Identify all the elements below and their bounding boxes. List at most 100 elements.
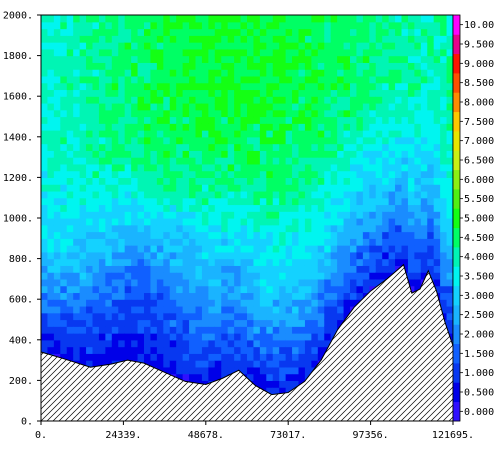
contour-cell	[86, 62, 94, 70]
contour-cell	[330, 292, 338, 300]
contour-cell	[317, 231, 325, 239]
contour-cell	[247, 258, 255, 266]
contour-cell	[137, 305, 145, 314]
contour-cell	[53, 292, 61, 300]
contour-cell	[298, 265, 306, 273]
contour-cell	[118, 136, 126, 145]
contour-cell	[98, 150, 106, 158]
contour-cell	[60, 102, 68, 111]
contour-cell	[105, 190, 113, 199]
contour-cell	[118, 258, 126, 266]
contour-cell	[337, 96, 345, 104]
contour-cell	[53, 272, 61, 280]
contour-cell	[279, 292, 287, 300]
contour-cell	[53, 55, 61, 63]
contour-cell	[433, 150, 441, 158]
contour-cell	[111, 157, 119, 165]
contour-cell	[247, 333, 255, 341]
contour-cell	[150, 265, 158, 273]
contour-cell	[79, 89, 87, 97]
contour-cell	[375, 190, 383, 199]
contour-cell	[60, 305, 68, 314]
contour-cell	[279, 360, 287, 368]
contour-cell	[337, 278, 345, 287]
contour-cell	[253, 326, 261, 334]
contour-cell	[362, 69, 370, 77]
contour-cell	[144, 251, 152, 260]
contour-cell	[433, 204, 441, 212]
colorbar-swatch	[453, 324, 460, 345]
contour-cell	[272, 299, 280, 307]
contour-cell	[60, 184, 68, 192]
colorbar-label: 2.500	[464, 310, 494, 321]
contour-cell	[124, 292, 132, 300]
contour-cell	[369, 123, 377, 131]
contour-cell	[420, 62, 428, 70]
contour-cell	[369, 150, 377, 158]
contour-cell	[124, 55, 132, 63]
contour-cell	[176, 89, 184, 97]
contour-cell	[395, 21, 403, 30]
contour-cell	[111, 123, 119, 131]
contour-cell	[47, 75, 55, 84]
contour-cell	[214, 55, 222, 63]
contour-cell	[401, 204, 409, 212]
contour-cell	[66, 89, 74, 97]
contour-cell	[304, 116, 312, 124]
contour-cell	[298, 319, 306, 327]
contour-cell	[195, 245, 203, 253]
contour-cell	[247, 177, 255, 185]
contour-cell	[227, 82, 235, 91]
contour-cell	[208, 109, 216, 118]
contour-cell	[317, 204, 325, 212]
contour-cell	[324, 62, 332, 70]
contour-cell	[240, 170, 248, 178]
contour-cell	[137, 170, 145, 178]
contour-cell	[440, 35, 448, 43]
contour-cell	[382, 143, 390, 151]
contour-cell	[105, 346, 113, 354]
colorbar-label: 8.000	[464, 98, 494, 109]
contour-cell	[131, 204, 139, 212]
contour-cell	[169, 218, 177, 226]
contour-cell	[189, 75, 197, 84]
contour-cell	[414, 231, 422, 239]
contour-cell	[66, 292, 74, 300]
contour-cell	[144, 258, 152, 266]
contour-cell	[311, 272, 319, 280]
contour-cell	[414, 272, 422, 280]
contour-cell	[427, 62, 435, 70]
contour-cell	[79, 21, 87, 30]
contour-cell	[350, 251, 358, 260]
contour-cell	[356, 157, 364, 165]
contour-cell	[247, 366, 255, 375]
contour-cell	[227, 15, 235, 23]
contour-cell	[86, 15, 94, 23]
contour-cell	[60, 346, 68, 354]
contour-cell	[427, 245, 435, 253]
contour-cell	[169, 157, 177, 165]
contour-cell	[201, 319, 209, 327]
contour-cell	[208, 28, 216, 36]
contour-cell	[420, 170, 428, 178]
contour-cell	[446, 245, 453, 253]
contour-cell	[240, 326, 248, 334]
contour-cell	[189, 48, 197, 57]
contour-cell	[259, 102, 267, 111]
contour-cell	[176, 251, 184, 260]
contour-cell	[446, 184, 453, 192]
contour-cell	[272, 312, 280, 321]
contour-cell	[53, 89, 61, 97]
contour-cell	[189, 184, 197, 192]
contour-cell	[317, 272, 325, 280]
contour-cell	[253, 170, 261, 178]
contour-cell	[350, 211, 358, 219]
contour-cell	[201, 136, 209, 145]
contour-cell	[98, 211, 106, 219]
contour-cell	[375, 28, 383, 36]
contour-cell	[362, 184, 370, 192]
contour-cell	[169, 360, 177, 368]
contour-cell	[330, 69, 338, 77]
contour-cell	[79, 55, 87, 63]
contour-cell	[150, 143, 158, 151]
